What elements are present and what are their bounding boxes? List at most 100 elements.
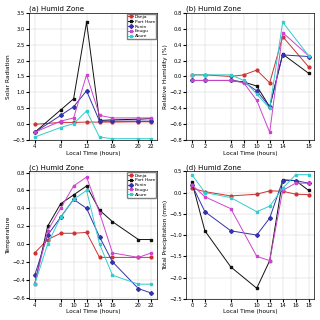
- Enugu: [72, 116, 76, 120]
- Line: Enugu: Enugu: [190, 182, 310, 262]
- Port Hare: [294, 179, 298, 182]
- Port Hare: [268, 259, 272, 262]
- Akure: [281, 20, 284, 24]
- Enugu: [268, 130, 272, 134]
- Runin: [137, 119, 140, 123]
- Runin: [59, 114, 62, 117]
- Port Hare: [149, 238, 153, 242]
- Enugu: [203, 195, 207, 199]
- Port Hare: [137, 117, 140, 121]
- Port Hare: [98, 119, 101, 123]
- Enugu: [281, 188, 284, 192]
- Runin: [137, 287, 140, 291]
- Akure: [111, 273, 115, 277]
- Akure: [72, 197, 76, 201]
- Akure: [229, 73, 233, 77]
- Enugu: [33, 282, 36, 286]
- Akure: [242, 78, 246, 82]
- Runin: [281, 179, 284, 182]
- Danja: [149, 255, 153, 259]
- Enugu: [268, 259, 272, 262]
- Port Hare: [203, 229, 207, 233]
- Runin: [229, 78, 233, 82]
- Runin: [84, 206, 88, 210]
- Danja: [84, 120, 88, 124]
- Enugu: [255, 99, 259, 102]
- Runin: [111, 119, 115, 123]
- Danja: [46, 238, 50, 242]
- Akure: [59, 215, 62, 219]
- Port Hare: [255, 286, 259, 290]
- Port Hare: [229, 265, 233, 269]
- Akure: [72, 122, 76, 126]
- Akure: [255, 210, 259, 213]
- Enugu: [229, 207, 233, 211]
- Runin: [111, 260, 115, 264]
- Port Hare: [281, 178, 284, 182]
- Line: Runin: Runin: [33, 89, 153, 134]
- Runin: [203, 210, 207, 213]
- X-axis label: Local Time (hours): Local Time (hours): [66, 151, 120, 156]
- Danja: [268, 189, 272, 193]
- Danja: [59, 231, 62, 235]
- Danja: [255, 192, 259, 196]
- Text: (d) Humid Zone: (d) Humid Zone: [186, 164, 241, 171]
- Danja: [268, 81, 272, 85]
- Akure: [59, 125, 62, 129]
- Runin: [294, 179, 298, 182]
- Akure: [33, 282, 36, 286]
- Runin: [255, 89, 259, 93]
- Port Hare: [98, 208, 101, 212]
- Runin: [149, 291, 153, 295]
- Runin: [72, 197, 76, 201]
- Enugu: [294, 181, 298, 185]
- Runin: [190, 78, 194, 82]
- Akure: [203, 73, 207, 77]
- Port Hare: [84, 184, 88, 188]
- Port Hare: [229, 78, 233, 82]
- Enugu: [149, 116, 153, 120]
- Danja: [59, 121, 62, 124]
- Danja: [190, 73, 194, 77]
- Port Hare: [307, 188, 310, 192]
- Enugu: [149, 251, 153, 255]
- Port Hare: [33, 282, 36, 286]
- Akure: [190, 73, 194, 77]
- Enugu: [190, 183, 194, 187]
- Danja: [203, 73, 207, 77]
- Runin: [307, 181, 310, 185]
- Akure: [46, 242, 50, 246]
- Y-axis label: Solar Radiation: Solar Radiation: [5, 54, 11, 99]
- Danja: [229, 194, 233, 198]
- Akure: [149, 137, 153, 140]
- Danja: [203, 190, 207, 194]
- Runin: [84, 89, 88, 93]
- Runin: [203, 78, 207, 82]
- Line: Runin: Runin: [190, 179, 310, 236]
- Port Hare: [281, 52, 284, 56]
- Line: Danja: Danja: [33, 120, 153, 126]
- Danja: [307, 65, 310, 69]
- X-axis label: Local Time (hours): Local Time (hours): [66, 309, 120, 315]
- Line: Enugu: Enugu: [33, 176, 153, 285]
- Line: Akure: Akure: [33, 189, 153, 285]
- Danja: [229, 75, 233, 78]
- Runin: [190, 183, 194, 187]
- X-axis label: Local Time (hours): Local Time (hours): [223, 151, 277, 156]
- Port Hare: [46, 224, 50, 228]
- Runin: [98, 119, 101, 123]
- Enugu: [203, 78, 207, 82]
- Danja: [72, 231, 76, 235]
- Line: Danja: Danja: [33, 231, 153, 259]
- Y-axis label: Relative Humidity (%): Relative Humidity (%): [163, 44, 168, 109]
- Port Hare: [255, 84, 259, 88]
- Enugu: [137, 255, 140, 259]
- Port Hare: [137, 238, 140, 242]
- Line: Port Hare: Port Hare: [33, 185, 153, 285]
- Akure: [84, 109, 88, 113]
- Danja: [190, 186, 194, 190]
- Akure: [33, 135, 36, 139]
- Line: Akure: Akure: [190, 21, 310, 110]
- Enugu: [242, 81, 246, 85]
- Danja: [33, 251, 36, 255]
